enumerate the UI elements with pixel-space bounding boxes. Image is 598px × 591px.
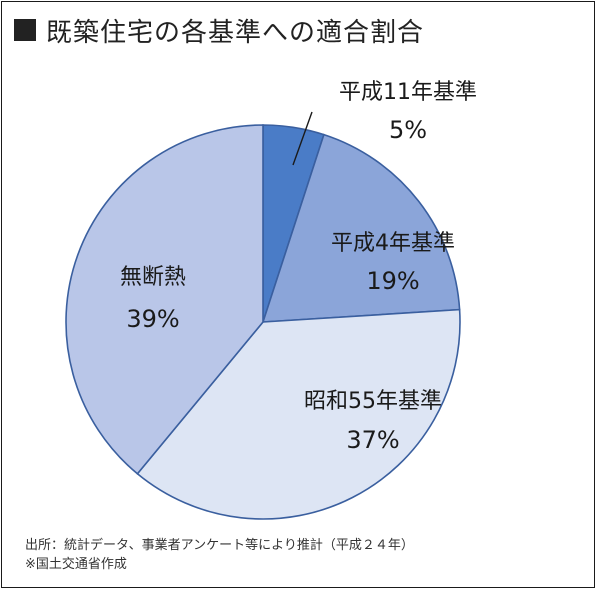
pie-slice (136, 308, 461, 520)
slice-label: 昭和55年基準 (304, 389, 442, 414)
title-square-icon (14, 19, 36, 41)
pie-slice (65, 124, 264, 475)
slice-label: 無断熱 (120, 265, 186, 290)
slice-label: 平成4年基準 (331, 231, 455, 256)
chart-title-row: 既築住宅の各基準への適合割合 (14, 13, 425, 48)
pie-slice (261, 133, 461, 323)
leader-line (292, 111, 313, 166)
chart-title: 既築住宅の各基準への適合割合 (46, 17, 425, 48)
pie-slices (65, 124, 461, 520)
source-line-1: 出所：統計データ、事業者アンケート等により推計（平成２４年） (25, 538, 414, 553)
slice-value-label: 5% (389, 116, 427, 144)
source-line-2: ※国土交通省作成 (25, 557, 127, 572)
slice-value-label: 37% (346, 426, 399, 454)
slice-value-label: 19% (366, 267, 419, 295)
source-note: 出所：統計データ、事業者アンケート等により推計（平成２４年） ※国土交通省作成 (25, 536, 414, 574)
slice-value-label: 39% (126, 305, 179, 333)
slice-label: 平成11年基準 (339, 80, 477, 105)
pie-labels: 平成11年基準 5% 平成4年基準 19% 昭和55年基準 37% 無断熱 39% (120, 80, 477, 454)
